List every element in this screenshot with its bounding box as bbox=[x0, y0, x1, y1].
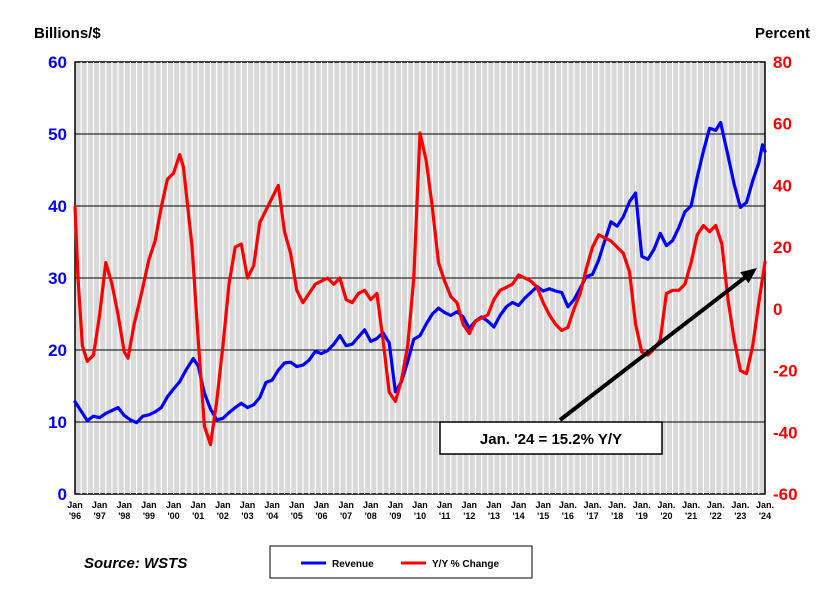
x-tick-label: Jan. bbox=[682, 500, 700, 510]
x-tick-label: Jan bbox=[535, 500, 551, 510]
x-tick-label: '12 bbox=[463, 511, 475, 521]
x-tick-label: Jan. bbox=[559, 500, 577, 510]
x-tick-label: '23 bbox=[734, 511, 746, 521]
x-tick-label: '21 bbox=[685, 511, 697, 521]
x-tick-label: Jan bbox=[462, 500, 478, 510]
left-tick-label: 0 bbox=[58, 485, 67, 504]
x-tick-label: Jan bbox=[215, 500, 231, 510]
x-tick-label: Jan bbox=[388, 500, 404, 510]
annotation-arrowhead bbox=[740, 267, 757, 284]
left-tick-label: 50 bbox=[48, 125, 67, 144]
legend: Revenue Y/Y % Change bbox=[269, 545, 533, 579]
x-tick-label: '04 bbox=[266, 511, 278, 521]
right-axis-title: Percent bbox=[755, 25, 810, 42]
x-tick-label: Jan bbox=[437, 500, 453, 510]
left-axis-title: Billions/$ bbox=[34, 25, 101, 42]
x-tick-label: Jan bbox=[511, 500, 527, 510]
x-tick-label: '11 bbox=[439, 511, 451, 521]
x-axis-ticks: Jan'96Jan'97Jan'98Jan'99Jan'00Jan'01Jan'… bbox=[67, 500, 774, 521]
x-tick-label: '03 bbox=[241, 511, 253, 521]
x-tick-label: Jan bbox=[412, 500, 428, 510]
right-tick-label: 0 bbox=[773, 300, 782, 319]
left-tick-label: 30 bbox=[48, 269, 67, 288]
x-tick-label: Jan. bbox=[731, 500, 749, 510]
left-tick-label: 60 bbox=[48, 53, 67, 72]
left-tick-label: 20 bbox=[48, 341, 67, 360]
legend-label-revenue: Revenue bbox=[332, 559, 374, 570]
x-tick-label: '99 bbox=[143, 511, 155, 521]
x-tick-label: Jan bbox=[289, 500, 305, 510]
right-tick-label: 80 bbox=[773, 53, 792, 72]
x-tick-label: Jan. bbox=[633, 500, 651, 510]
x-tick-label: '05 bbox=[291, 511, 303, 521]
right-tick-label: 40 bbox=[773, 176, 792, 195]
source-note: Source: WSTS bbox=[84, 555, 187, 572]
right-tick-label: -20 bbox=[773, 362, 798, 381]
x-tick-label: '07 bbox=[340, 511, 352, 521]
x-tick-label: '10 bbox=[414, 511, 426, 521]
x-tick-label: '97 bbox=[94, 511, 106, 521]
x-tick-label: '08 bbox=[365, 511, 377, 521]
left-tick-label: 10 bbox=[48, 413, 67, 432]
x-tick-label: Jan bbox=[240, 500, 256, 510]
x-tick-label: Jan bbox=[314, 500, 330, 510]
x-tick-label: Jan bbox=[92, 500, 108, 510]
series-layer bbox=[73, 120, 767, 447]
x-tick-label: '16 bbox=[562, 511, 574, 521]
annotation-arrow bbox=[558, 274, 749, 422]
x-tick-label: Jan bbox=[166, 500, 182, 510]
x-tick-label: '13 bbox=[488, 511, 500, 521]
left-axis-ticks: 0 10 20 30 40 50 60 bbox=[48, 53, 67, 504]
x-tick-label: Jan. bbox=[707, 500, 725, 510]
series-line-revenue bbox=[73, 120, 767, 425]
x-tick-label: '22 bbox=[710, 511, 722, 521]
x-tick-label: '17 bbox=[586, 511, 598, 521]
annotation-box bbox=[439, 421, 663, 455]
x-tick-label: '14 bbox=[512, 511, 524, 521]
x-tick-label: '20 bbox=[660, 511, 672, 521]
x-tick-label: Jan bbox=[264, 500, 280, 510]
x-tick-label: '15 bbox=[537, 511, 549, 521]
x-tick-label: '09 bbox=[389, 511, 401, 521]
series-line-yoy bbox=[73, 131, 767, 447]
x-tick-label: Jan bbox=[338, 500, 354, 510]
right-tick-label: -60 bbox=[773, 485, 798, 504]
x-tick-label: '02 bbox=[217, 511, 229, 521]
x-tick-label: Jan. bbox=[583, 500, 601, 510]
legend-label-yoy: Y/Y % Change bbox=[432, 559, 499, 570]
x-tick-label: Jan bbox=[190, 500, 206, 510]
x-tick-label: '96 bbox=[69, 511, 81, 521]
right-tick-label: 20 bbox=[773, 238, 792, 257]
right-tick-label: 60 bbox=[773, 115, 792, 134]
x-tick-label: '06 bbox=[315, 511, 327, 521]
x-tick-label: '98 bbox=[118, 511, 130, 521]
x-tick-label: Jan bbox=[117, 500, 133, 510]
left-tick-label: 40 bbox=[48, 197, 67, 216]
x-tick-label: '18 bbox=[611, 511, 623, 521]
x-tick-label: Jan bbox=[486, 500, 502, 510]
x-tick-label: Jan bbox=[141, 500, 157, 510]
right-axis-ticks: -60 -40 -20 0 20 40 60 80 bbox=[773, 53, 798, 504]
annotation-text: Jan. '24 = 15.2% Y/Y bbox=[480, 431, 622, 448]
x-tick-label: '24 bbox=[759, 511, 771, 521]
x-tick-label: Jan. bbox=[608, 500, 626, 510]
x-tick-label: Jan bbox=[363, 500, 379, 510]
x-tick-label: Jan. bbox=[657, 500, 675, 510]
x-tick-label: Jan bbox=[67, 500, 83, 510]
x-tick-label: Jan. bbox=[756, 500, 774, 510]
x-tick-label: '01 bbox=[192, 511, 204, 521]
x-tick-label: '00 bbox=[167, 511, 179, 521]
x-tick-label: '19 bbox=[636, 511, 648, 521]
right-tick-label: -40 bbox=[773, 423, 798, 442]
